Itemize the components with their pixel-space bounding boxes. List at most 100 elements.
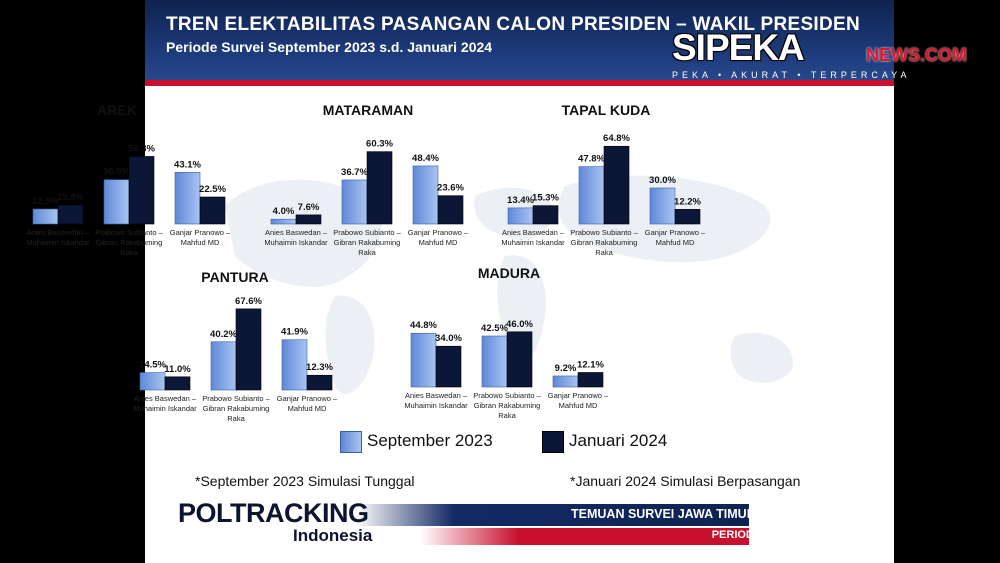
category-label: Raka: [358, 248, 376, 257]
data-label: 23.6%: [437, 183, 464, 194]
bar-januari: [437, 195, 464, 225]
bar-januari: [306, 374, 333, 391]
bar-januari: [674, 209, 701, 225]
data-label: 40.2%: [210, 329, 237, 340]
chart-mataraman: MATARAMAN 4.0% 7.6% Anies Baswedan –Muhaimi…: [264, 102, 469, 257]
category-label: Mahfud MD: [559, 401, 598, 410]
bar-januari: [295, 214, 322, 225]
category-label: Mahfud MD: [419, 238, 458, 247]
category-label: Gibran Rakabuming: [474, 401, 541, 410]
data-label: 41.9%: [281, 327, 308, 338]
category-label: Prabowo Subianto –: [333, 228, 401, 237]
footer-survey-label: TEMUAN SURVEI JAWA TIMUR [8000 RESPONDEN…: [571, 507, 878, 521]
category-label: Prabowo Subianto –: [202, 394, 270, 403]
category-label: Ganjar Pranowo –: [548, 391, 609, 400]
category-label: Ganjar Pranowo –: [277, 394, 338, 403]
category-label: Prabowo Subianto –: [95, 228, 163, 237]
bar-september: [103, 179, 130, 225]
bar-september: [139, 372, 166, 391]
data-label: 36.7%: [341, 167, 368, 178]
category-label: Muhaimin Iskandar: [133, 404, 197, 413]
watermark-news: NEWS.COM: [866, 45, 967, 65]
chart-title: PANTURA: [201, 269, 268, 285]
bar-september: [410, 332, 437, 388]
bar-januari: [128, 156, 155, 225]
data-label: 56.3%: [128, 143, 155, 154]
category-label: Mahfud MD: [288, 404, 327, 413]
category-label: Anies Baswedan –: [405, 391, 468, 400]
chart-arek: AREK 12.5%15.8% Anies Baswedan –Muhaimin I…: [26, 102, 231, 257]
watermark-logo: SIPEKA: [672, 27, 805, 68]
slide-title: TREN ELEKTABILITAS PASANGAN CALON PRESID…: [166, 14, 861, 35]
category-label: Muhaimin Iskandar: [404, 401, 468, 410]
bar-januari: [199, 196, 226, 225]
watermark-tagline: PEKA • AKURAT • TERPERCAYA: [672, 70, 911, 80]
category-label: Ganjar Pranowo –: [645, 228, 706, 237]
chart-title: MATARAMAN: [323, 102, 413, 118]
data-label: 7.6%: [298, 202, 320, 213]
category-label: Raka: [120, 248, 138, 257]
poltracking-logo-sub: Indonesia: [293, 526, 373, 545]
legend-swatch-januari: [542, 431, 564, 453]
chart-title: MADURA: [478, 265, 540, 281]
bar-september: [507, 207, 534, 225]
data-label: 47.8%: [578, 154, 605, 165]
category-label: Muhaimin Iskandar: [264, 238, 328, 247]
data-label: 4.0%: [273, 206, 295, 217]
bar-september: [174, 171, 201, 225]
chart-title: TAPAL KUDA: [562, 102, 651, 118]
bar-september: [270, 218, 297, 225]
category-label: Anies Baswedan –: [265, 228, 328, 237]
bar-september: [32, 208, 59, 225]
bar-januari: [366, 151, 393, 225]
bar-januari: [235, 308, 262, 391]
note-september: *September 2023 Simulasi Tunggal: [195, 473, 415, 489]
category-label: Muhaimin Iskandar: [501, 238, 565, 247]
bar-september: [552, 375, 579, 388]
bar-januari: [506, 331, 533, 388]
category-label: Muhaimin Iskandar: [26, 238, 90, 247]
chart-tapal-kuda: TAPAL KUDA 13.4%15.3% Anies Baswedan –Muha…: [501, 102, 706, 257]
legend-label-januari: Januari 2024: [569, 431, 668, 450]
category-label: Anies Baswedan –: [134, 394, 197, 403]
bar-september: [341, 179, 368, 225]
data-label: 12.1%: [577, 359, 604, 370]
footer-banner-blue: [355, 504, 749, 526]
data-label: 12.5%: [32, 196, 59, 207]
data-label: 12.3%: [306, 362, 333, 373]
category-label: Gibran Rakabuming: [96, 238, 163, 247]
data-label: 44.8%: [410, 320, 437, 331]
category-label: Ganjar Pranowo –: [408, 228, 469, 237]
data-label: 9.2%: [555, 363, 577, 374]
category-label: Raka: [227, 414, 245, 423]
footer-period-label: PERIODE 25 - 31 JANUARI 2024: [711, 529, 878, 541]
category-label: Raka: [595, 248, 613, 257]
slide-subtitle: Periode Survei September 2023 s.d. Janua…: [166, 39, 493, 55]
footer-banner-red: [420, 528, 749, 545]
data-label: 60.3%: [366, 139, 393, 150]
bar-september: [412, 165, 439, 225]
data-label: 36.9%: [103, 167, 130, 178]
data-label: 14.5%: [139, 360, 166, 371]
note-januari: *Januari 2024 Simulasi Berpasangan: [570, 473, 801, 489]
category-label: Prabowo Subianto –: [570, 228, 638, 237]
bar-september: [281, 339, 308, 391]
category-label: Raka: [498, 411, 516, 420]
category-label: Mahfud MD: [656, 238, 695, 247]
category-label: Anies Baswedan –: [27, 228, 90, 237]
category-label: Gibran Rakabuming: [571, 238, 638, 247]
chart-madura: MADURA 44.8% 34.0% Anies Baswedan –Muhaimin…: [404, 265, 609, 420]
bar-september: [481, 335, 508, 388]
data-label: 34.0%: [435, 333, 462, 344]
legend-swatch-september: [340, 431, 362, 453]
data-label: 42.5%: [481, 323, 508, 334]
poltracking-logo: POLTRACKING: [178, 498, 369, 528]
data-label: 12.2%: [674, 196, 701, 207]
bar-januari: [603, 145, 630, 225]
bar-januari: [577, 372, 604, 388]
data-label: 67.6%: [235, 296, 262, 307]
chart-title: AREK: [97, 102, 137, 118]
data-label: 15.8%: [57, 192, 84, 203]
data-label: 13.4%: [507, 195, 534, 206]
data-label: 15.3%: [532, 193, 559, 204]
